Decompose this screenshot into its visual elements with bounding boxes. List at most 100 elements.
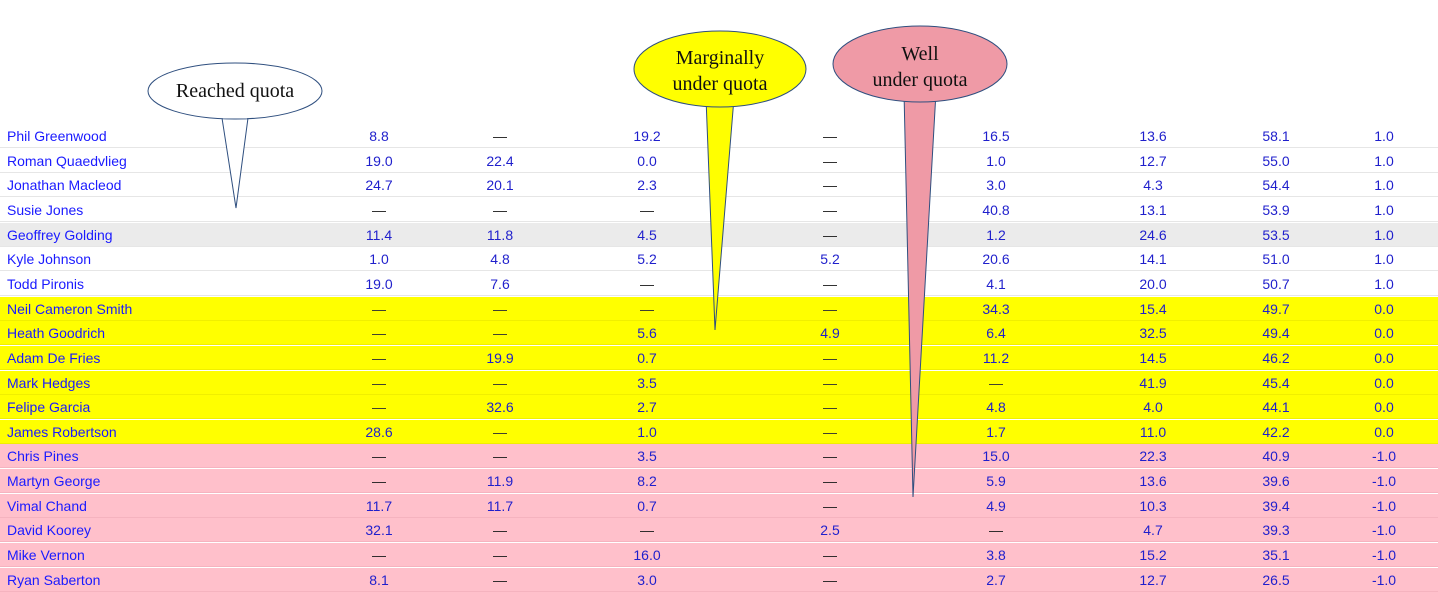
value-cell: 22.3	[1139, 448, 1167, 465]
value-cell: 13.6	[1139, 473, 1167, 490]
value-cell: 3.5	[637, 374, 657, 391]
value-cell: 2.3	[637, 177, 657, 194]
value-cell: -1.0	[1371, 473, 1397, 490]
table-row: James Robertson 28.6 — 1.0 — 1.7 11.0 42.2 0.0	[0, 419, 1438, 444]
table-row: Roman Quaedvlieg 19.0 22.4 0.0 — 1.0 12.7 55.0 1…	[0, 148, 1438, 173]
value-cell: 2.7	[637, 399, 657, 416]
candidate-name-link[interactable]: Adam De Fries	[7, 349, 101, 366]
value-cell: —	[493, 201, 507, 218]
value-cell: 5.2	[637, 251, 657, 268]
value-cell: —	[823, 177, 837, 194]
candidate-name-link[interactable]: Susie Jones	[7, 201, 84, 218]
value-cell: 14.5	[1139, 349, 1167, 366]
value-cell: 3.5	[637, 448, 657, 465]
value-cell: 13.1	[1139, 201, 1167, 218]
candidate-name-link[interactable]: Roman Quaedvlieg	[7, 152, 127, 169]
value-cell: 11.9	[486, 473, 514, 490]
value-cell: —	[823, 571, 837, 588]
value-cell: 4.0	[1143, 399, 1163, 416]
candidate-name-link[interactable]: Ryan Saberton	[7, 571, 101, 588]
value-cell: 16.0	[633, 547, 661, 564]
value-cell: —	[372, 349, 386, 366]
value-cell: 1.2	[986, 226, 1006, 243]
table-row: Neil Cameron Smith — — — — 34.3 15.4 49.7 0.0	[0, 296, 1438, 321]
candidate-name-link[interactable]: Chris Pines	[7, 448, 79, 465]
candidate-name-link[interactable]: Phil Greenwood	[7, 128, 107, 144]
value-cell: 0.0	[1374, 325, 1394, 342]
value-cell: 15.4	[1139, 300, 1167, 317]
table-row: Phil Greenwood 8.8 — 19.2 — 16.5 13.6 58.1 1.0	[0, 124, 1438, 148]
value-cell: 3.8	[986, 547, 1006, 564]
value-cell: 19.2	[633, 128, 661, 144]
table-row: David Koorey 32.1 — — 2.5 — 4.7 39.3 -1.0	[0, 518, 1438, 543]
value-cell: 7.6	[490, 275, 510, 292]
candidate-name-link[interactable]: Felipe Garcia	[7, 399, 91, 416]
value-cell: 13.6	[1139, 128, 1167, 144]
value-cell: 12.7	[1139, 571, 1167, 588]
value-cell: 32.5	[1139, 325, 1167, 342]
value-cell: —	[493, 128, 507, 144]
callout-marginal-line1: Marginally	[675, 47, 765, 69]
value-cell: 49.7	[1262, 300, 1290, 317]
value-cell: 6.4	[986, 325, 1006, 342]
value-cell: —	[823, 128, 837, 144]
value-cell: 49.4	[1262, 325, 1290, 342]
candidate-name-link[interactable]: Vimal Chand	[7, 497, 87, 514]
value-cell: 1.0	[637, 423, 657, 440]
value-cell: —	[640, 201, 654, 218]
value-cell: 50.7	[1262, 275, 1290, 292]
value-cell: 1.0	[1374, 128, 1394, 144]
value-cell: 51.0	[1262, 251, 1290, 268]
value-cell: 34.3	[982, 300, 1010, 317]
candidate-name-link[interactable]: Neil Cameron Smith	[7, 300, 133, 317]
value-cell: 55.0	[1262, 152, 1290, 169]
value-cell: 1.0	[1374, 201, 1394, 218]
value-cell: 20.1	[486, 177, 514, 194]
table-row: Adam De Fries — 19.9 0.7 — 11.2 14.5 46.2 0.0	[0, 345, 1438, 370]
value-cell: 0.0	[1374, 349, 1394, 366]
value-cell: 24.6	[1139, 226, 1167, 243]
value-cell: 4.8	[490, 251, 510, 268]
value-cell: 8.1	[369, 571, 389, 588]
candidate-name-link[interactable]: David Koorey	[7, 522, 92, 539]
value-cell: 46.2	[1262, 349, 1290, 366]
candidate-name-link[interactable]: Geoffrey Golding	[7, 226, 113, 243]
value-cell: 4.3	[1143, 177, 1163, 194]
candidate-name-link[interactable]: Todd Pironis	[7, 275, 85, 292]
table-row: Mark Hedges — — 3.5 — — 41.9 45.4 0.0	[0, 370, 1438, 395]
value-cell: 28.6	[365, 423, 393, 440]
value-cell: 3.0	[986, 177, 1006, 194]
value-cell: 40.8	[982, 201, 1010, 218]
value-cell: —	[823, 226, 837, 243]
value-cell: 3.0	[637, 571, 657, 588]
candidate-name-link[interactable]: Heath Goodrich	[7, 325, 106, 342]
value-cell: 1.0	[369, 251, 389, 268]
value-cell: —	[372, 300, 386, 317]
value-cell: 0.0	[1374, 300, 1394, 317]
value-cell: 11.4	[365, 226, 393, 243]
value-cell: 58.1	[1262, 128, 1290, 144]
value-cell: —	[823, 448, 837, 465]
value-cell: 5.2	[820, 251, 840, 268]
value-cell: —	[823, 152, 837, 169]
candidate-name-link[interactable]: Mike Vernon	[7, 547, 85, 564]
table-row: Martyn George — 11.9 8.2 — 5.9 13.6 39.6 -1.0	[0, 469, 1438, 494]
value-cell: 19.0	[365, 152, 393, 169]
value-cell: 5.6	[637, 325, 657, 342]
value-cell: 32.6	[486, 399, 514, 416]
candidate-name-link[interactable]: Martyn George	[7, 473, 101, 490]
value-cell: 11.7	[365, 497, 393, 514]
value-cell: —	[493, 547, 507, 564]
value-cell: —	[372, 547, 386, 564]
candidate-name-link[interactable]: Jonathan Macleod	[7, 177, 122, 194]
candidate-name-link[interactable]: Kyle Johnson	[7, 251, 92, 268]
value-cell: 11.7	[486, 497, 514, 514]
value-cell: —	[493, 325, 507, 342]
candidate-name-link[interactable]: James Robertson	[7, 423, 117, 440]
value-cell: 42.2	[1262, 423, 1290, 440]
value-cell: —	[493, 374, 507, 391]
value-cell: 53.5	[1262, 226, 1290, 243]
candidate-name-link[interactable]: Mark Hedges	[7, 374, 91, 391]
value-cell: 14.1	[1139, 251, 1167, 268]
table-row: Geoffrey Golding 11.4 11.8 4.5 — 1.2 24.6 53.5 1…	[0, 222, 1438, 247]
